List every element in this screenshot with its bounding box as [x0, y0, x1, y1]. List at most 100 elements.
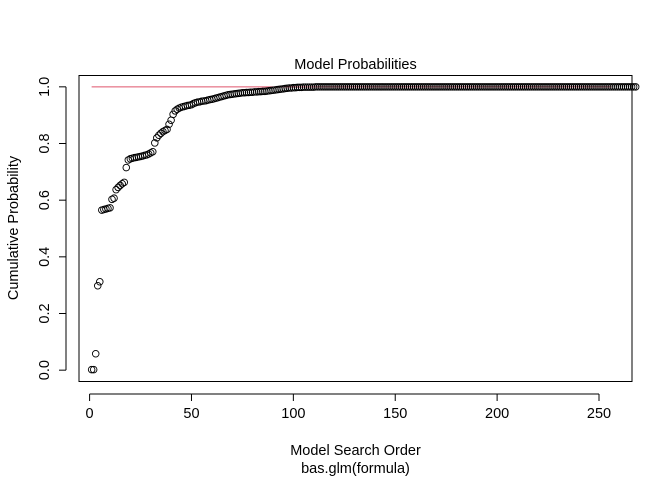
- data-point: [532, 83, 540, 91]
- data-point: [144, 150, 153, 158]
- data-point: [572, 83, 581, 91]
- data-point: [379, 83, 387, 91]
- data-point: [515, 83, 524, 91]
- data-point: [505, 83, 514, 91]
- data-point: [597, 83, 605, 91]
- data-point: [362, 83, 371, 91]
- data-point: [625, 83, 634, 91]
- data-point: [489, 83, 497, 91]
- data-point: [540, 83, 548, 91]
- data-point: [468, 83, 477, 91]
- data-point: [303, 83, 312, 91]
- data-point: [542, 83, 550, 91]
- data-point: [587, 83, 595, 91]
- data-point: [344, 83, 353, 91]
- data-point: [605, 83, 613, 91]
- data-point: [550, 83, 558, 91]
- data-point: [322, 83, 330, 91]
- data-point: [552, 83, 560, 91]
- data-point: [509, 83, 518, 91]
- data-point: [161, 126, 169, 135]
- data-point: [613, 83, 622, 91]
- data-point: [528, 83, 536, 91]
- data-point: [87, 365, 96, 374]
- x-axis-subtitle: bas.glm(formula): [301, 461, 410, 477]
- data-point: [452, 83, 461, 91]
- data-point: [120, 178, 128, 187]
- data-point: [299, 83, 308, 91]
- data-point: [411, 83, 420, 91]
- data-point: [513, 83, 522, 91]
- data-point: [285, 84, 294, 92]
- data-point: [623, 83, 632, 91]
- data-point: [544, 83, 552, 91]
- data-point: [395, 83, 404, 91]
- data-point: [487, 83, 495, 91]
- data-point: [383, 83, 391, 91]
- data-point: [631, 83, 640, 91]
- data-point: [525, 83, 534, 91]
- x-axis-label: Model Search Order: [290, 443, 421, 459]
- data-point: [570, 83, 579, 91]
- data-point: [163, 125, 171, 134]
- data-point: [430, 83, 438, 91]
- data-point: [523, 83, 532, 91]
- data-point: [316, 83, 324, 91]
- data-point: [536, 83, 544, 91]
- data-point: [420, 83, 428, 91]
- data-point: [629, 83, 638, 91]
- y-tick-label: 1.0: [37, 77, 53, 97]
- data-point: [375, 83, 383, 91]
- data-point: [342, 83, 351, 91]
- data-point: [91, 349, 100, 358]
- data-point: [568, 83, 577, 91]
- data-point: [340, 83, 349, 91]
- data-point: [591, 83, 599, 91]
- data-point: [413, 83, 422, 91]
- data-point: [403, 83, 412, 91]
- data-point: [326, 83, 334, 91]
- data-point: [481, 83, 489, 91]
- data-point: [546, 83, 554, 91]
- data-point: [562, 83, 571, 91]
- data-point: [106, 204, 114, 212]
- data-point: [519, 83, 528, 91]
- data-point: [560, 83, 569, 91]
- data-point: [448, 83, 457, 91]
- data-point: [118, 179, 126, 188]
- data-point: [122, 163, 131, 172]
- data-point: [393, 83, 402, 91]
- data-point: [432, 83, 440, 91]
- data-point: [477, 83, 485, 91]
- data-point: [503, 83, 512, 91]
- x-tick-label: 0: [86, 406, 94, 422]
- data-point: [424, 83, 432, 91]
- data-point: [151, 139, 159, 147]
- data-point: [360, 83, 369, 91]
- x-axis: 0 50 100 150 200 250: [86, 393, 611, 422]
- data-point: [96, 278, 104, 286]
- y-tick-label: 0.6: [37, 190, 53, 210]
- data-point: [307, 83, 316, 91]
- data-point: [391, 83, 399, 91]
- data-point: [554, 83, 562, 91]
- data-point: [334, 83, 342, 91]
- data-point: [254, 87, 263, 96]
- data-point: [454, 83, 463, 91]
- data-point: [456, 83, 465, 91]
- data-point: [417, 83, 426, 91]
- data-point: [295, 83, 304, 92]
- data-point: [436, 83, 444, 91]
- data-point: [491, 83, 499, 91]
- data-point: [385, 83, 393, 91]
- data-point: [371, 83, 379, 91]
- y-axis: 0.0 0.2 0.4 0.6 0.8 1.0: [37, 77, 67, 380]
- data-point: [534, 83, 542, 91]
- data-point: [558, 83, 567, 91]
- data-point: [338, 83, 347, 91]
- data-point: [320, 83, 328, 91]
- data-point: [336, 83, 344, 91]
- data-point: [493, 83, 501, 91]
- data-point: [93, 281, 102, 290]
